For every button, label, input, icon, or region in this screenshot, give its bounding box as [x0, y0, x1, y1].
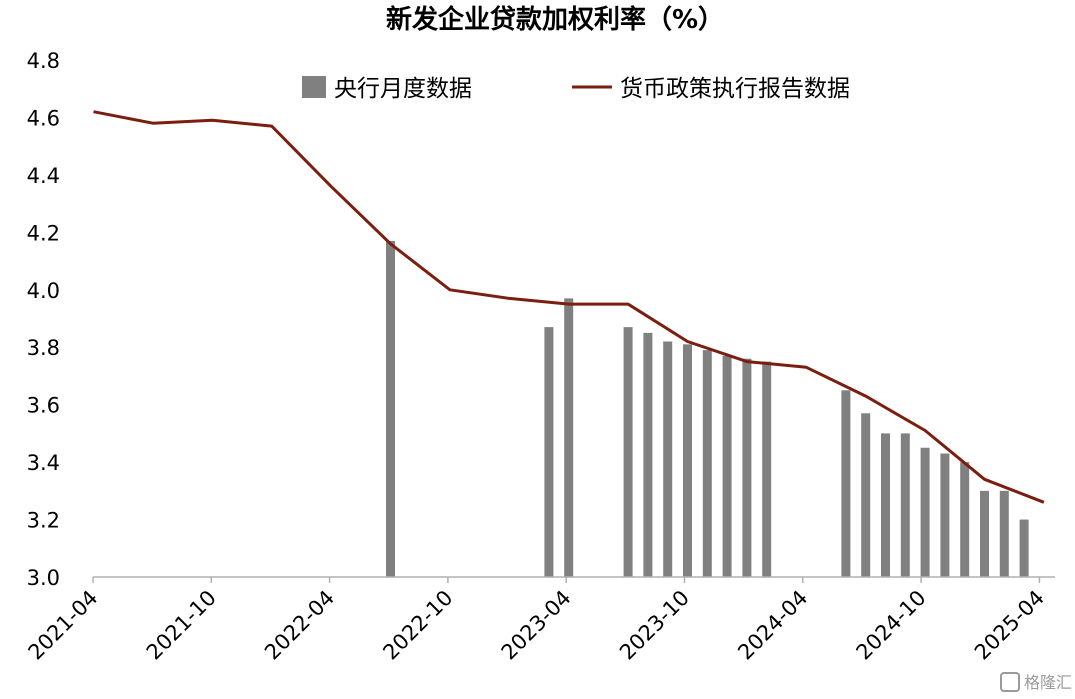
y-axis: 3.0 3.2 3.4 3.6 3.8 4.0 4.2 4.4 4.6 4.8	[27, 49, 60, 590]
x-axis: 2021-04 2021-10 2022-04 2022-10 2023-04 2023-…	[24, 576, 1055, 665]
bar	[564, 298, 574, 577]
x-tick-label: 2023-04	[497, 586, 576, 665]
bar	[623, 327, 633, 577]
y-tick-label: 3.2	[27, 509, 60, 533]
bar	[742, 358, 752, 577]
y-tick-label: 4.6	[27, 106, 60, 130]
bar	[663, 341, 673, 577]
y-tick-label: 4.8	[27, 49, 60, 73]
legend-swatch-bar	[302, 76, 326, 98]
bar	[1019, 519, 1029, 577]
y-tick-label: 4.0	[27, 279, 60, 303]
line-path	[93, 110, 1045, 504]
y-tick-label: 3.4	[27, 451, 60, 475]
bar	[881, 433, 890, 577]
line-series	[93, 110, 1045, 504]
chart-title: 新发企业贷款加权利率（%）	[386, 4, 724, 35]
legend-label-line: 货币政策执行报告数据	[620, 76, 850, 102]
legend: 央行月度数据 货币政策执行报告数据	[302, 76, 850, 102]
bar	[762, 361, 772, 577]
watermark-logo-icon	[1000, 672, 1020, 692]
bar	[683, 344, 692, 577]
bar	[702, 350, 712, 577]
bar	[722, 355, 732, 577]
x-tick-label: 2023-10	[615, 586, 694, 665]
watermark: 格隆汇	[1000, 672, 1072, 692]
x-tick-label: 2021-04	[24, 586, 103, 665]
y-tick-label: 3.6	[27, 394, 60, 418]
bar	[920, 447, 930, 577]
bar	[960, 462, 970, 577]
bar	[900, 433, 910, 577]
bar	[841, 390, 851, 577]
watermark-text: 格隆汇	[1024, 673, 1072, 692]
y-tick-label: 3.0	[27, 566, 60, 590]
bar-series	[386, 240, 1029, 577]
bar	[861, 413, 871, 577]
x-tick-label: 2024-04	[733, 586, 812, 665]
bar	[386, 240, 395, 577]
x-tick-label: 2025-04	[970, 586, 1049, 665]
x-tick-label: 2024-10	[852, 586, 931, 665]
bar	[643, 332, 653, 577]
bar	[544, 327, 554, 577]
legend-label-bar: 央行月度数据	[334, 76, 472, 102]
bar	[940, 453, 950, 577]
y-tick-label: 3.8	[27, 336, 60, 360]
x-tick-label: 2022-10	[378, 586, 457, 665]
x-tick-label: 2022-04	[260, 586, 339, 665]
y-tick-label: 4.4	[27, 164, 60, 188]
y-tick-label: 4.2	[27, 221, 60, 245]
x-tick-label: 2021-10	[142, 586, 221, 665]
bar	[999, 490, 1009, 577]
bar	[980, 490, 989, 577]
